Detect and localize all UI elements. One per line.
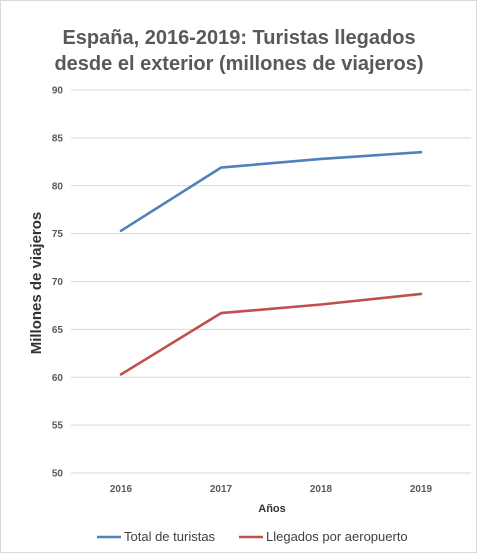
y-tick-label: 80 [52, 181, 64, 192]
x-tick-label: 2019 [410, 484, 433, 495]
series-line-1 [119, 292, 423, 376]
x-tick-label: 2018 [310, 484, 333, 495]
gridlines [71, 89, 471, 474]
x-tick-label: 2017 [210, 484, 233, 495]
y-axis-title: Millones de viajeros [28, 212, 45, 355]
x-tick-labels: 2016 2017 2018 2019 [110, 484, 433, 495]
legend: Total de turistas Llegados por aeropuerto [97, 529, 408, 544]
legend-label: Total de turistas [124, 529, 216, 544]
series-line-0 [119, 150, 423, 233]
chart-title-line-1: España, 2016-2019: Turistas llegados [62, 27, 415, 49]
y-tick-label: 65 [52, 325, 64, 336]
chart-title-line-2: desde el exterior (millones de viajeros) [54, 53, 423, 75]
legend-label: Llegados por aeropuerto [266, 529, 408, 544]
x-axis-title: Años [258, 503, 286, 515]
y-tick-label: 60 [52, 373, 64, 384]
y-tick-label: 70 [52, 277, 64, 288]
series-lines [119, 150, 423, 376]
y-tick-label: 55 [52, 421, 64, 432]
y-tick-label: 90 [52, 86, 64, 97]
y-tick-label: 75 [52, 229, 64, 240]
y-tick-labels: 50 55 60 65 70 75 80 85 90 [52, 86, 64, 480]
y-tick-label: 50 [52, 469, 64, 480]
y-tick-label: 85 [52, 133, 64, 144]
x-tick-label: 2016 [110, 484, 133, 495]
